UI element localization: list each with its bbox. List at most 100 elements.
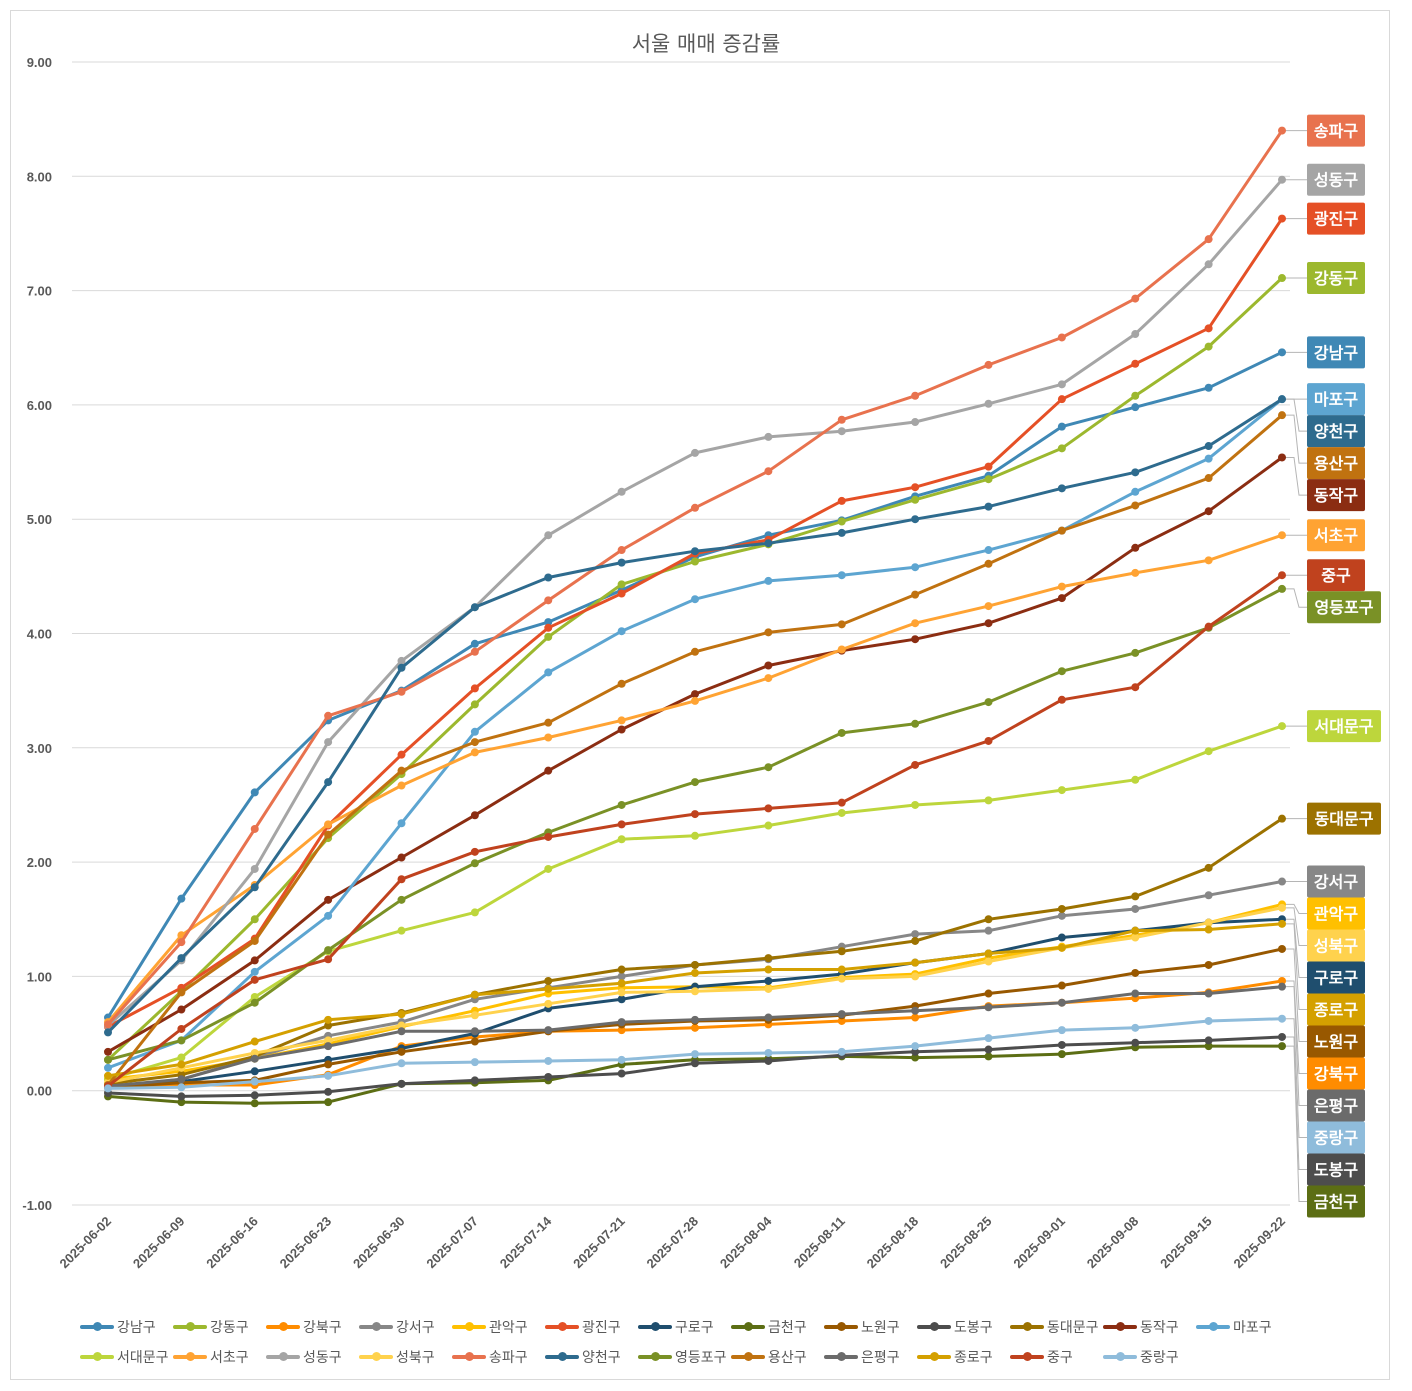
- y-tick-label: 9.00: [27, 55, 52, 70]
- legend-item[interactable]: 노원구: [824, 1317, 917, 1337]
- legend-label: 서초구: [210, 1350, 249, 1366]
- legend-item[interactable]: 은평구: [824, 1347, 917, 1367]
- legend-line-marker-icon: [1196, 1322, 1230, 1331]
- data-point: [1057, 998, 1066, 1007]
- data-point: [984, 399, 993, 408]
- data-point: [837, 798, 846, 807]
- data-point: [397, 750, 406, 759]
- data-point: [691, 831, 699, 840]
- data-point: [1278, 348, 1286, 357]
- end-label-중랑구: 중랑구: [1307, 1121, 1365, 1154]
- legend-item[interactable]: 관악구: [452, 1317, 545, 1337]
- end-label-text: 은평구: [1314, 1097, 1358, 1116]
- data-point: [691, 1050, 699, 1059]
- legend-label: 관악구: [489, 1320, 528, 1336]
- legend-item[interactable]: 강남구: [80, 1317, 173, 1337]
- data-point: [1204, 507, 1213, 516]
- data-point: [617, 965, 626, 974]
- data-point: [691, 960, 699, 969]
- end-label-text: 마포구: [1314, 390, 1358, 409]
- data-point: [1204, 454, 1213, 463]
- data-point: [1057, 444, 1066, 453]
- legend-item[interactable]: 구로구: [638, 1317, 731, 1337]
- legend-item[interactable]: 중구: [1010, 1347, 1103, 1367]
- legend-item[interactable]: 양천구: [545, 1347, 638, 1367]
- legend-item[interactable]: 종로구: [917, 1347, 1010, 1367]
- data-point: [324, 1071, 333, 1080]
- data-point: [984, 736, 993, 745]
- legend-item[interactable]: 강서구: [359, 1317, 452, 1337]
- data-point: [617, 546, 626, 555]
- legend-item[interactable]: 동대문구: [1010, 1317, 1103, 1337]
- legend-item[interactable]: 광진구: [545, 1317, 638, 1337]
- data-point: [1131, 926, 1140, 935]
- data-point: [1278, 395, 1286, 404]
- legend-item[interactable]: 서대문구: [80, 1347, 173, 1367]
- legend-label: 중랑구: [1140, 1350, 1179, 1366]
- data-point: [1204, 622, 1213, 631]
- data-point: [1278, 571, 1286, 580]
- data-point: [837, 1047, 846, 1056]
- data-point: [324, 1042, 333, 1051]
- legend-line-marker-icon: [1103, 1322, 1137, 1331]
- data-point: [911, 1042, 920, 1051]
- legend-item[interactable]: 서초구: [173, 1347, 266, 1367]
- data-point: [691, 987, 699, 996]
- leader-line: [1282, 588, 1307, 608]
- legend-line-marker-icon: [1010, 1322, 1044, 1331]
- legend-item[interactable]: 동작구: [1103, 1317, 1196, 1337]
- legend-item[interactable]: 강동구: [173, 1317, 266, 1337]
- legend-line-marker-icon: [638, 1322, 672, 1331]
- legend-item[interactable]: 강북구: [266, 1317, 359, 1337]
- data-point: [617, 487, 626, 496]
- data-point: [324, 895, 333, 904]
- x-tick-label: 2025-07-07: [423, 1214, 481, 1272]
- data-point: [177, 1053, 186, 1062]
- data-point: [1131, 933, 1140, 942]
- legend-label: 중구: [1047, 1350, 1073, 1366]
- data-point: [617, 679, 626, 688]
- data-point: [1057, 582, 1066, 591]
- data-point: [984, 957, 993, 966]
- legend-item[interactable]: 중랑구: [1103, 1347, 1196, 1367]
- end-label-box: [1307, 202, 1365, 235]
- legend-item[interactable]: 용산구: [731, 1347, 824, 1367]
- legend-line-marker-icon: [452, 1322, 486, 1331]
- data-point: [324, 955, 333, 964]
- data-point: [984, 462, 993, 471]
- legend-item[interactable]: 마포구: [1196, 1317, 1289, 1337]
- end-label-text: 노원구: [1314, 1033, 1358, 1052]
- legend-line-marker-icon: [173, 1322, 207, 1331]
- legend-item[interactable]: 성북구: [359, 1347, 452, 1367]
- data-point: [617, 800, 626, 809]
- end-labels: 송파구성동구광진구강동구강남구마포구양천구용산구동작구서초구중구영등포구서대문구…: [1307, 114, 1381, 1218]
- legend-item[interactable]: 영등포구: [638, 1347, 731, 1367]
- data-point: [470, 859, 479, 868]
- legend-item[interactable]: 성동구: [266, 1347, 359, 1367]
- legend-label: 양천구: [582, 1350, 621, 1366]
- legend-label: 동대문구: [1047, 1320, 1099, 1336]
- data-point: [691, 1023, 699, 1032]
- data-point: [691, 778, 699, 787]
- legend-label: 은평구: [861, 1350, 900, 1366]
- end-label-box: [1307, 1057, 1365, 1090]
- end-label-영등포구: 영등포구: [1307, 591, 1381, 624]
- leader-line: [1282, 923, 1307, 1011]
- end-label-box: [1307, 519, 1365, 552]
- legend-item[interactable]: 금천구: [731, 1317, 824, 1337]
- legend-item[interactable]: 송파구: [452, 1347, 545, 1367]
- legend-label: 마포구: [1233, 1320, 1272, 1336]
- leader-line: [1282, 1036, 1307, 1171]
- end-label-text: 양천구: [1314, 422, 1358, 441]
- data-point: [250, 975, 259, 984]
- data-point: [764, 965, 773, 974]
- end-label-text: 강동구: [1314, 269, 1358, 288]
- legend-item[interactable]: 도봉구: [917, 1317, 1010, 1337]
- leader-line: [1282, 980, 1307, 1075]
- data-point: [1131, 487, 1140, 496]
- data-point: [617, 995, 626, 1004]
- data-point: [1131, 1023, 1140, 1032]
- data-point: [691, 1059, 699, 1068]
- end-label-box: [1307, 929, 1365, 962]
- end-label-box: [1307, 262, 1365, 295]
